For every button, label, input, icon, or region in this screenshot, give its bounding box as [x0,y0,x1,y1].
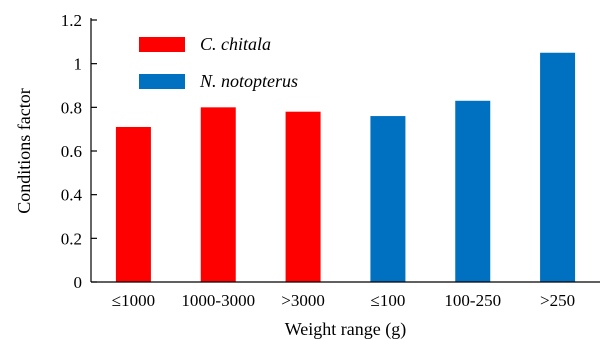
bar [285,111,321,282]
bar [540,52,576,282]
y-tick-label: 0.8 [61,98,82,117]
x-tick-label: 1000-3000 [181,291,255,310]
x-tick-label: >3000 [281,291,325,310]
y-tick-label: 0.6 [61,142,82,161]
y-tick-label: 0 [74,273,83,292]
bar [370,116,406,282]
bar [115,126,151,282]
legend-label: N. notopterus [199,71,298,91]
bar [200,107,236,282]
x-tick-label: ≤1000 [112,291,155,310]
legend-swatch [139,74,185,89]
y-axis-title: Conditions factor [14,88,34,213]
x-tick-label: >250 [540,291,575,310]
y-tick-label: 1.2 [61,11,82,30]
y-tick-label: 1 [74,55,83,74]
y-ticks-group: 0 0.2 0.4 0.6 0.8 1 1.2 [61,11,97,292]
y-tick-label: 0.2 [61,229,82,248]
y-tick-label: 0.4 [61,186,83,205]
bars-group [115,52,576,283]
x-axis-title: Weight range (g) [285,319,407,340]
legend: C. chitala N. notopterus [139,34,298,91]
bar [455,100,491,283]
x-tick-label: ≤100 [370,291,405,310]
legend-swatch [139,37,185,52]
x-tick-label: 100-250 [444,291,501,310]
x-ticks-group: ≤1000 1000-3000 >3000 ≤100 100-250 >250 [112,291,575,310]
legend-label: C. chitala [200,34,271,54]
